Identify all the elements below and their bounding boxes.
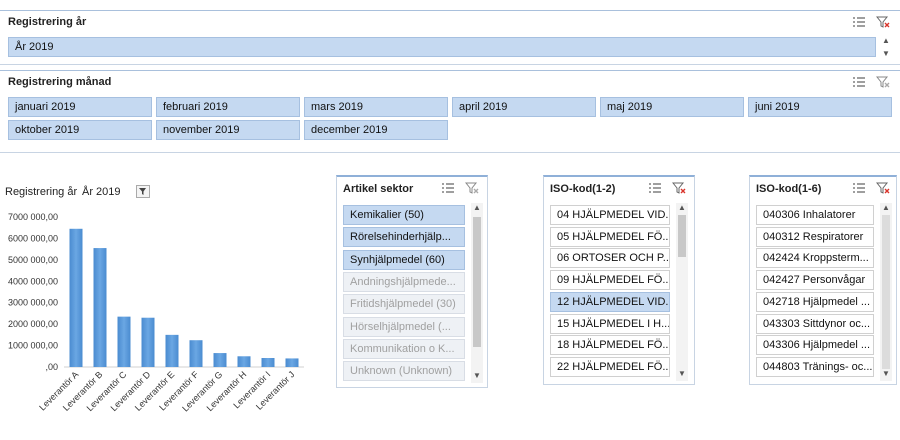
slicer-month: Registrering månad januari 2019 februari… (0, 70, 900, 150)
clear-filter-icon[interactable] (671, 182, 686, 194)
article-item[interactable]: Kemikalier (50) (343, 205, 465, 225)
month-item-december[interactable]: december 2019 (304, 120, 448, 140)
slicer-article: Artikel sektor Kemikalier (50) Rörelsehin… (336, 175, 488, 388)
iso2-item[interactable]: 15 HJÄLPMEDEL I H... (550, 313, 670, 334)
slicer-month-bottom-border (0, 152, 900, 153)
scroll-down-icon[interactable]: ▼ (882, 49, 890, 58)
multiselect-icon[interactable] (852, 182, 866, 194)
scroll-down-icon[interactable]: ▼ (678, 369, 686, 378)
iso6-item[interactable]: 042718 Hjälpmedel ... (756, 291, 874, 312)
bar-chart: 7000 000,00 6000 000,00 5000 000,00 4000 00… (8, 212, 304, 414)
article-item[interactable]: Synhjälpmedel (60) (343, 249, 465, 270)
y-tick-label: 6000 000,00 (8, 233, 58, 243)
slicer-year-top-border (0, 10, 900, 11)
month-item-juni[interactable]: juni 2019 (748, 97, 892, 117)
iso2-item[interactable]: 18 HJÄLPMEDEL FÖ... (550, 335, 670, 356)
iso2-item[interactable]: 09 HJÄLPMEDEL FÖ... (550, 270, 670, 291)
slicer-iso6-title: ISO-kod(1-6) (756, 183, 822, 195)
iso6-item[interactable]: 040306 Inhalatorer (756, 205, 874, 225)
scroll-up-icon[interactable]: ▲ (678, 203, 686, 212)
bar[interactable] (141, 317, 155, 367)
iso6-item[interactable]: 042427 Personvågar (756, 270, 874, 291)
bar[interactable] (93, 248, 107, 367)
y-tick-label: 4000 000,00 (8, 276, 58, 286)
slicer-year: Registrering år År 2019 ▲ ▼ (0, 10, 900, 66)
article-item[interactable]: Hörselhjälpmedel (... (343, 316, 465, 337)
slicer-iso2: ISO-kod(1-2) 04 HJÄLPMEDEL VID... 05 HJÄL… (543, 175, 695, 385)
article-item[interactable]: Andningshjälpmede... (343, 271, 465, 292)
y-tick-label: 5000 000,00 (8, 255, 58, 265)
bar[interactable] (117, 316, 131, 367)
slicer-year-title: Registrering år (8, 16, 87, 28)
multiselect-icon[interactable] (441, 182, 455, 194)
iso2-item[interactable]: 12 HJÄLPMEDEL VID... (550, 291, 670, 312)
iso6-item[interactable]: 043306 Hjälpmedel ... (756, 335, 874, 356)
bar[interactable] (285, 358, 299, 367)
slicer-month-top-border (0, 70, 900, 71)
month-item-maj[interactable]: maj 2019 (600, 97, 744, 117)
slicer-iso6-scrollbar[interactable]: ▲ ▼ (880, 203, 892, 381)
article-item[interactable]: Unknown (Unknown) (343, 361, 465, 382)
bar[interactable] (237, 356, 251, 367)
month-item-april[interactable]: april 2019 (452, 97, 596, 117)
clear-filter-icon[interactable] (875, 16, 890, 28)
bar[interactable] (69, 228, 83, 367)
clear-filter-icon[interactable] (875, 76, 890, 88)
iso6-item[interactable]: 042424 Kroppsterm... (756, 248, 874, 269)
article-item[interactable]: Kommunikation o K... (343, 338, 465, 359)
article-item[interactable]: Fritidshjälpmedel (30) (343, 294, 465, 315)
scroll-thumb[interactable] (473, 217, 481, 347)
iso2-item[interactable]: 05 HJÄLPMEDEL FÖ... (550, 226, 670, 247)
month-item-mars[interactable]: mars 2019 (304, 97, 448, 117)
slicer-month-title: Registrering månad (8, 76, 112, 88)
slicer-iso6: ISO-kod(1-6) 040306 Inhalatorer 040312 Re… (749, 175, 897, 385)
iso6-item[interactable]: 040312 Respiratorer (756, 226, 874, 247)
filter-button-icon[interactable] (136, 185, 150, 198)
y-tick-label: 7000 000,00 (8, 212, 58, 222)
slicer-iso2-scrollbar[interactable]: ▲ ▼ (676, 203, 688, 381)
iso2-item[interactable]: 22 HJÄLPMEDEL FÖ... (550, 356, 670, 377)
clear-filter-icon[interactable] (464, 182, 479, 194)
slicer-year-bottom-border (0, 64, 900, 65)
scroll-down-icon[interactable]: ▼ (882, 369, 890, 378)
slicer-article-title: Artikel sektor (343, 183, 414, 195)
bar[interactable] (213, 353, 227, 367)
iso2-item[interactable]: 04 HJÄLPMEDEL VID... (550, 205, 670, 225)
bar[interactable] (165, 334, 179, 367)
scroll-up-icon[interactable]: ▲ (882, 203, 890, 212)
bar[interactable] (189, 340, 203, 367)
month-item-februari[interactable]: februari 2019 (156, 97, 300, 117)
chart-filter-value: År 2019 (82, 186, 121, 198)
multiselect-icon[interactable] (852, 76, 866, 88)
multiselect-icon[interactable] (648, 182, 662, 194)
slicer-year-item[interactable]: År 2019 (8, 37, 876, 57)
iso6-item[interactable]: 044803 Tränings- oc... (756, 356, 874, 377)
y-tick-label: ,00 (45, 362, 58, 372)
month-item-januari[interactable]: januari 2019 (8, 97, 152, 117)
scroll-thumb[interactable] (882, 215, 890, 369)
scroll-down-icon[interactable]: ▼ (473, 371, 481, 380)
month-item-oktober[interactable]: oktober 2019 (8, 120, 152, 140)
slicer-iso2-title: ISO-kod(1-2) (550, 183, 616, 195)
bar[interactable] (261, 358, 275, 367)
slicer-year-scrollbar[interactable]: ▲ ▼ (880, 36, 892, 60)
month-item-november[interactable]: november 2019 (156, 120, 300, 140)
slicer-article-scrollbar[interactable]: ▲ ▼ (471, 203, 483, 383)
article-item[interactable]: Rörelsehinderhjälp... (343, 227, 465, 248)
iso2-item[interactable]: 06 ORTOSER OCH P... (550, 248, 670, 269)
scroll-up-icon[interactable]: ▲ (473, 203, 481, 212)
multiselect-icon[interactable] (852, 16, 866, 28)
y-tick-label: 3000 000,00 (8, 298, 58, 308)
y-tick-label: 2000 000,00 (8, 319, 58, 329)
clear-filter-icon[interactable] (875, 182, 890, 194)
iso6-item[interactable]: 043303 Sittdynor oc... (756, 313, 874, 334)
scroll-up-icon[interactable]: ▲ (882, 36, 890, 45)
chart-filter-label: Registrering år (5, 186, 78, 198)
scroll-thumb[interactable] (678, 215, 686, 257)
y-tick-label: 1000 000,00 (8, 341, 58, 351)
